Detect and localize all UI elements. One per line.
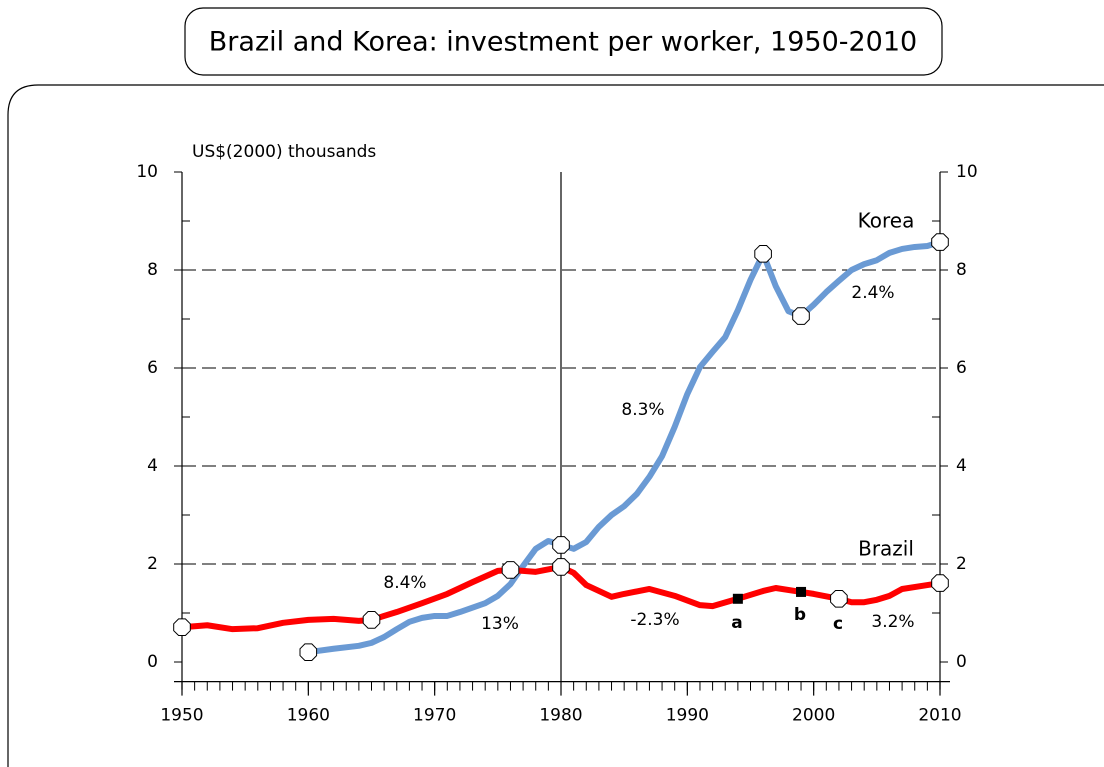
y-tick-label: 8 [147, 260, 158, 280]
y-tick-label: 2 [147, 554, 158, 574]
y-tick-label: 4 [147, 456, 158, 476]
y-tick-label-right: 2 [956, 554, 967, 574]
y-tick-label: 0 [147, 652, 158, 672]
annotation: 8.4% [383, 573, 426, 593]
annotation: 8.3% [621, 400, 664, 420]
y-tick-label: 6 [147, 358, 158, 378]
point-marker [830, 590, 848, 608]
series-label: Korea [858, 209, 915, 233]
annotation: 2.4% [851, 283, 894, 303]
x-tick-label: 1960 [287, 706, 330, 726]
annotation: c [833, 614, 843, 634]
annotation: a [731, 613, 742, 633]
annotation: -2.3% [630, 610, 679, 630]
point-marker [362, 611, 381, 629]
square-marker [732, 593, 743, 604]
square-marker [796, 586, 807, 597]
y-tick-label: 10 [136, 162, 158, 182]
x-tick-label: 1950 [160, 706, 203, 726]
point-marker [931, 574, 949, 592]
panel-frame [7, 84, 1104, 767]
y-tick-label-right: 6 [956, 358, 967, 378]
point-marker [173, 618, 191, 636]
y-tick-label-right: 0 [956, 652, 967, 672]
annotation: 13% [481, 614, 519, 634]
x-tick-label: 2010 [918, 706, 961, 726]
x-tick-label: 2000 [792, 706, 835, 726]
point-marker [931, 233, 949, 251]
x-tick-label: 1980 [539, 706, 582, 726]
point-marker [501, 561, 520, 579]
y-axis-label: US$(2000) thousands [192, 142, 376, 162]
annotation: b [794, 605, 806, 625]
point-marker [552, 536, 570, 554]
point-marker [792, 307, 810, 325]
y-tick-label-right: 4 [956, 456, 967, 476]
y-tick-label-right: 8 [956, 260, 967, 280]
chart-title: Brazil and Korea: investment per worker,… [209, 27, 917, 58]
y-tick-label-right: 10 [956, 162, 978, 182]
series-line [179, 563, 943, 633]
point-marker [754, 245, 772, 263]
series-line [305, 239, 943, 656]
series-label: Brazil [858, 537, 914, 561]
title-box [184, 7, 943, 76]
annotation: 3.2% [871, 612, 914, 632]
point-marker [299, 643, 318, 661]
x-tick-label: 1990 [666, 706, 709, 726]
point-marker [552, 558, 570, 576]
x-tick-label: 1970 [413, 706, 456, 726]
